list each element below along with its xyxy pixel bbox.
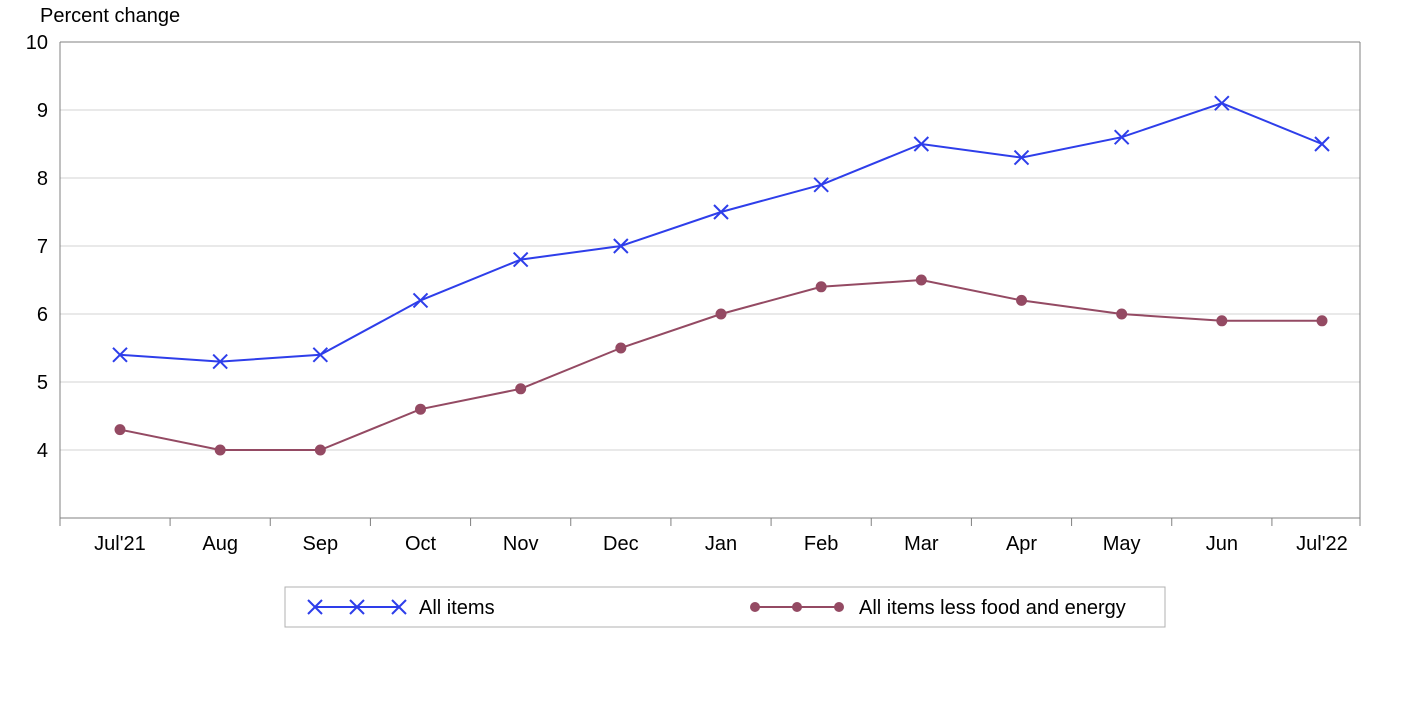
y-tick-label: 9 xyxy=(37,100,48,122)
series-line-core xyxy=(120,280,1322,450)
series-marker-circle xyxy=(1317,316,1327,326)
y-tick-label: 6 xyxy=(37,304,48,326)
y-tick-label: 7 xyxy=(37,236,48,258)
series-marker-circle xyxy=(315,445,325,455)
percent-change-line-chart: Percent change 4 5 6 7 8 9 10 Jul'21 Aug Sep Oct Nov… xyxy=(0,0,1418,706)
legend-swatch-marker xyxy=(792,602,802,612)
legend-swatch-marker xyxy=(750,602,760,612)
x-tick-label: Jul'21 xyxy=(94,533,146,555)
series-marker-circle xyxy=(516,384,526,394)
x-tick-label: Nov xyxy=(503,533,539,555)
legend-swatch-marker xyxy=(834,602,844,612)
series-marker-circle xyxy=(1217,316,1227,326)
series-marker-circle xyxy=(1117,309,1127,319)
series-marker-circle xyxy=(916,275,926,285)
x-tick-label: Apr xyxy=(1006,533,1037,555)
y-tick-label: 5 xyxy=(37,372,48,394)
series-marker-circle xyxy=(616,343,626,353)
legend-label: All items xyxy=(419,597,495,619)
legend-label: All items less food and energy xyxy=(859,597,1126,619)
series-marker-circle xyxy=(816,282,826,292)
y-tick-label: 4 xyxy=(37,440,48,462)
series-marker-circle xyxy=(416,404,426,414)
y-tick-label: 10 xyxy=(26,32,48,54)
y-tick-label: 8 xyxy=(37,168,48,190)
series-marker-circle xyxy=(716,309,726,319)
x-tick-label: Dec xyxy=(603,533,639,555)
series-marker-circle xyxy=(115,425,125,435)
x-tick-label: Aug xyxy=(202,533,238,555)
x-tick-label: Jan xyxy=(705,533,737,555)
x-tick-label: Feb xyxy=(804,533,838,555)
x-tick-label: Jul'22 xyxy=(1296,533,1348,555)
x-tick-label: May xyxy=(1103,533,1141,555)
series-marker-circle xyxy=(215,445,225,455)
x-tick-label: Sep xyxy=(303,533,339,555)
y-axis-title: Percent change xyxy=(40,5,180,27)
series-marker-circle xyxy=(1017,295,1027,305)
series-line-all_items xyxy=(120,103,1322,361)
x-tick-label: Jun xyxy=(1206,533,1238,555)
x-tick-label: Oct xyxy=(405,533,437,555)
x-tick-label: Mar xyxy=(904,533,939,555)
